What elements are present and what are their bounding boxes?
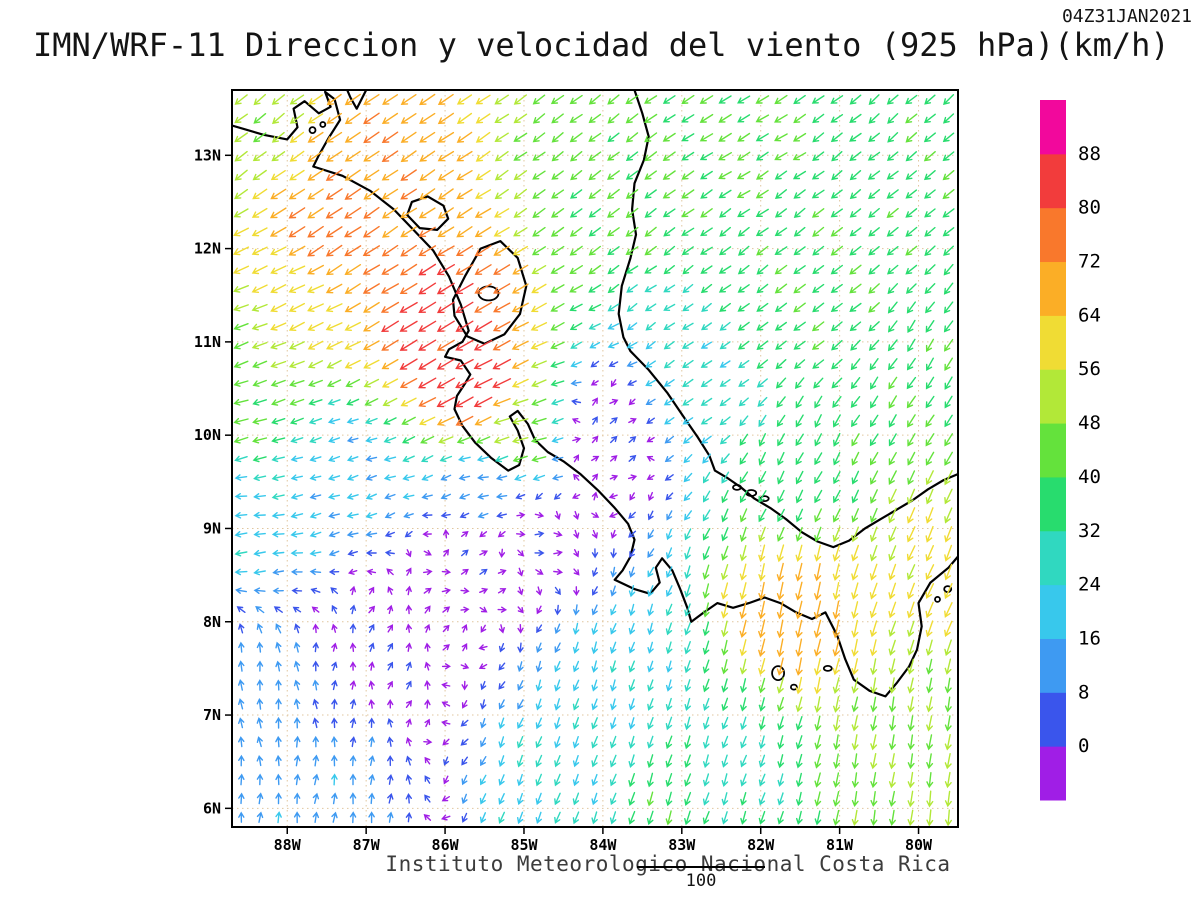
svg-text:87W: 87W (353, 836, 381, 854)
svg-text:64: 64 (1078, 304, 1101, 326)
svg-text:81W: 81W (826, 836, 854, 854)
svg-text:40: 40 (1078, 466, 1101, 488)
svg-text:88: 88 (1078, 143, 1101, 165)
vector-key-label: 100 (685, 871, 717, 891)
svg-text:80: 80 (1078, 197, 1101, 219)
y-axis-labels: 13N 12N 11N 10N 9N 8N 7N 6N (194, 146, 221, 817)
svg-text:48: 48 (1078, 412, 1101, 434)
svg-text:84W: 84W (589, 836, 617, 854)
svg-text:7N: 7N (203, 706, 221, 724)
svg-text:32: 32 (1078, 520, 1101, 542)
svg-text:10N: 10N (194, 426, 221, 444)
svg-text:88W: 88W (274, 836, 302, 854)
colorbar-labels: 0 8 16 24 32 40 48 56 64 72 80 88 (1078, 143, 1101, 757)
page-title: IMN/WRF-11 Direccion y velocidad del vie… (33, 26, 1170, 64)
svg-text:86W: 86W (432, 836, 460, 854)
svg-text:16: 16 (1078, 628, 1101, 650)
svg-text:82W: 82W (747, 836, 775, 854)
svg-text:83W: 83W (668, 836, 696, 854)
svg-text:0: 0 (1078, 735, 1089, 757)
run-timestamp: 04Z31JAN2021 (1061, 6, 1192, 27)
gridlines (232, 90, 958, 827)
colorbar (1040, 100, 1066, 801)
svg-text:12N: 12N (194, 240, 221, 258)
svg-text:9N: 9N (203, 520, 221, 538)
svg-text:13N: 13N (194, 146, 221, 164)
svg-text:56: 56 (1078, 358, 1101, 380)
svg-text:11N: 11N (194, 333, 221, 351)
svg-text:6N: 6N (203, 799, 221, 817)
svg-text:72: 72 (1078, 251, 1101, 273)
vector-key-line (637, 866, 765, 868)
axis-ticks (225, 154, 920, 834)
footer-caption: Instituto Meteorologico Nacional Costa R… (385, 852, 951, 876)
x-axis-labels: 88W 87W 86W 85W 84W 83W 82W 81W 80W (274, 836, 933, 854)
map-frame (231, 89, 959, 828)
svg-text:80W: 80W (905, 836, 933, 854)
svg-text:24: 24 (1078, 574, 1101, 596)
svg-text:8N: 8N (203, 613, 221, 631)
svg-text:85W: 85W (510, 836, 538, 854)
wind-arrows (232, 93, 955, 827)
svg-text:8: 8 (1078, 681, 1089, 703)
